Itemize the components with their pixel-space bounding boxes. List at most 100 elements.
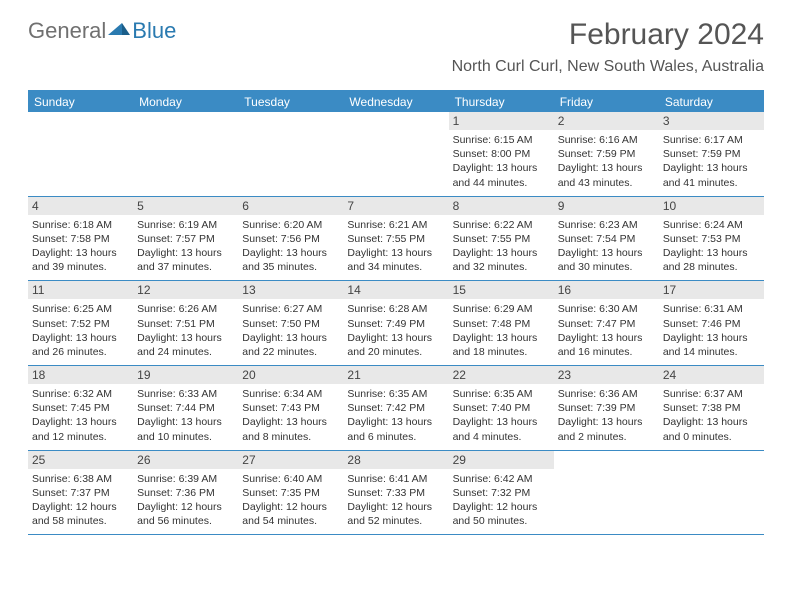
day-cell: 2Sunrise: 6:16 AMSunset: 7:59 PMDaylight… bbox=[554, 112, 659, 196]
weekday-header: Tuesday bbox=[238, 92, 343, 112]
daylight-text: Daylight: 13 hours bbox=[453, 415, 550, 429]
daylight-text: and 43 minutes. bbox=[558, 176, 655, 190]
day-cell: 21 Sunrise: 6:35 AMSunset: 7:42 PMDayligh… bbox=[343, 366, 448, 450]
daylight-text: and 34 minutes. bbox=[347, 260, 444, 274]
day-cell: 14Sunrise: 6:28 AMSunset: 7:49 PMDayligh… bbox=[343, 281, 448, 365]
daylight-text: Daylight: 13 hours bbox=[453, 161, 550, 175]
daylight-text: and 22 minutes. bbox=[242, 345, 339, 359]
day-number: 22 bbox=[449, 366, 554, 384]
day-number: 12 bbox=[133, 281, 238, 299]
daylight-text: Daylight: 13 hours bbox=[663, 161, 760, 175]
sunset-text: Sunset: 7:47 PM bbox=[558, 317, 655, 331]
weekday-header: Sunday bbox=[28, 92, 133, 112]
day-number: 9 bbox=[554, 197, 659, 215]
location-text: North Curl Curl, New South Wales, Austra… bbox=[452, 58, 764, 76]
day-cell: 6Sunrise: 6:20 AMSunset: 7:56 PMDaylight… bbox=[238, 197, 343, 281]
daylight-text: Daylight: 13 hours bbox=[347, 415, 444, 429]
daylight-text: Daylight: 12 hours bbox=[32, 500, 129, 514]
daylight-text: and 41 minutes. bbox=[663, 176, 760, 190]
day-number: 1 bbox=[449, 112, 554, 130]
day-cell: 26Sunrise: 6:39 AMSunset: 7:36 PMDayligh… bbox=[133, 451, 238, 535]
sunset-text: Sunset: 7:38 PM bbox=[663, 401, 760, 415]
sunset-text: Sunset: 7:46 PM bbox=[663, 317, 760, 331]
weekday-header: Thursday bbox=[449, 92, 554, 112]
sunrise-text: Sunrise: 6:33 AM bbox=[137, 387, 234, 401]
sunrise-text: Sunrise: 6:16 AM bbox=[558, 133, 655, 147]
daylight-text: Daylight: 12 hours bbox=[137, 500, 234, 514]
day-cell bbox=[28, 112, 133, 196]
daylight-text: Daylight: 13 hours bbox=[32, 246, 129, 260]
day-number: 17 bbox=[659, 281, 764, 299]
sunset-text: Sunset: 8:00 PM bbox=[453, 147, 550, 161]
daylight-text: Daylight: 13 hours bbox=[347, 331, 444, 345]
sunrise-text: Sunrise: 6:22 AM bbox=[453, 218, 550, 232]
sunset-text: Sunset: 7:45 PM bbox=[32, 401, 129, 415]
day-number: 23 bbox=[554, 366, 659, 384]
weekday-header: Monday bbox=[133, 92, 238, 112]
daylight-text: Daylight: 13 hours bbox=[242, 415, 339, 429]
day-cell: 9Sunrise: 6:23 AMSunset: 7:54 PMDaylight… bbox=[554, 197, 659, 281]
sunset-text: Sunset: 7:42 PM bbox=[347, 401, 444, 415]
sunset-text: Sunset: 7:52 PM bbox=[32, 317, 129, 331]
day-number: 19 bbox=[133, 366, 238, 384]
day-number: 26 bbox=[133, 451, 238, 469]
day-cell: 7Sunrise: 6:21 AMSunset: 7:55 PMDaylight… bbox=[343, 197, 448, 281]
daylight-text: and 10 minutes. bbox=[137, 430, 234, 444]
daylight-text: Daylight: 13 hours bbox=[242, 246, 339, 260]
weekday-header: Wednesday bbox=[343, 92, 448, 112]
day-cell: 11Sunrise: 6:25 AMSunset: 7:52 PMDayligh… bbox=[28, 281, 133, 365]
week-row: 4Sunrise: 6:18 AMSunset: 7:58 PMDaylight… bbox=[28, 197, 764, 282]
day-number: 13 bbox=[238, 281, 343, 299]
day-cell: 25Sunrise: 6:38 AMSunset: 7:37 PMDayligh… bbox=[28, 451, 133, 535]
day-cell: 12Sunrise: 6:26 AMSunset: 7:51 PMDayligh… bbox=[133, 281, 238, 365]
sunset-text: Sunset: 7:33 PM bbox=[347, 486, 444, 500]
day-cell: 17Sunrise: 6:31 AMSunset: 7:46 PMDayligh… bbox=[659, 281, 764, 365]
day-cell: 10 Sunrise: 6:24 AMSunset: 7:53 PMDayligh… bbox=[659, 197, 764, 281]
day-cell bbox=[133, 112, 238, 196]
sunset-text: Sunset: 7:40 PM bbox=[453, 401, 550, 415]
daylight-text: and 58 minutes. bbox=[32, 514, 129, 528]
day-number: 24 bbox=[659, 366, 764, 384]
daylight-text: and 52 minutes. bbox=[347, 514, 444, 528]
day-number: 29 bbox=[449, 451, 554, 469]
sunrise-text: Sunrise: 6:23 AM bbox=[558, 218, 655, 232]
sunset-text: Sunset: 7:32 PM bbox=[453, 486, 550, 500]
sunset-text: Sunset: 7:58 PM bbox=[32, 232, 129, 246]
day-number: 21 bbox=[343, 366, 448, 384]
week-row: 18Sunrise: 6:32 AMSunset: 7:45 PMDayligh… bbox=[28, 366, 764, 451]
sunrise-text: Sunrise: 6:30 AM bbox=[558, 302, 655, 316]
day-cell: 28Sunrise: 6:41 AMSunset: 7:33 PMDayligh… bbox=[343, 451, 448, 535]
daylight-text: Daylight: 13 hours bbox=[663, 246, 760, 260]
sunrise-text: Sunrise: 6:28 AM bbox=[347, 302, 444, 316]
daylight-text: Daylight: 13 hours bbox=[32, 331, 129, 345]
sunrise-text: Sunrise: 6:26 AM bbox=[137, 302, 234, 316]
day-cell: 22Sunrise: 6:35 AMSunset: 7:40 PMDayligh… bbox=[449, 366, 554, 450]
sunset-text: Sunset: 7:51 PM bbox=[137, 317, 234, 331]
daylight-text: and 35 minutes. bbox=[242, 260, 339, 274]
daylight-text: Daylight: 13 hours bbox=[663, 415, 760, 429]
sunrise-text: Sunrise: 6:24 AM bbox=[663, 218, 760, 232]
daylight-text: Daylight: 12 hours bbox=[242, 500, 339, 514]
day-cell bbox=[238, 112, 343, 196]
day-number: 2 bbox=[554, 112, 659, 130]
day-cell: 1Sunrise: 6:15 AMSunset: 8:00 PMDaylight… bbox=[449, 112, 554, 196]
sunset-text: Sunset: 7:53 PM bbox=[663, 232, 760, 246]
day-cell: 5Sunrise: 6:19 AMSunset: 7:57 PMDaylight… bbox=[133, 197, 238, 281]
daylight-text: Daylight: 12 hours bbox=[347, 500, 444, 514]
header: General Blue February 2024 North Curl Cu… bbox=[0, 0, 792, 82]
weekday-header-row: Sunday Monday Tuesday Wednesday Thursday… bbox=[28, 92, 764, 112]
day-number: 15 bbox=[449, 281, 554, 299]
sunrise-text: Sunrise: 6:42 AM bbox=[453, 472, 550, 486]
sunrise-text: Sunrise: 6:21 AM bbox=[347, 218, 444, 232]
week-row: 25Sunrise: 6:38 AMSunset: 7:37 PMDayligh… bbox=[28, 451, 764, 536]
sunrise-text: Sunrise: 6:35 AM bbox=[347, 387, 444, 401]
daylight-text: and 24 minutes. bbox=[137, 345, 234, 359]
sunset-text: Sunset: 7:48 PM bbox=[453, 317, 550, 331]
sunset-text: Sunset: 7:56 PM bbox=[242, 232, 339, 246]
weekday-header: Friday bbox=[554, 92, 659, 112]
weekday-header: Saturday bbox=[659, 92, 764, 112]
day-cell: 18Sunrise: 6:32 AMSunset: 7:45 PMDayligh… bbox=[28, 366, 133, 450]
day-number: 10 bbox=[659, 197, 764, 215]
daylight-text: and 4 minutes. bbox=[453, 430, 550, 444]
daylight-text: and 50 minutes. bbox=[453, 514, 550, 528]
